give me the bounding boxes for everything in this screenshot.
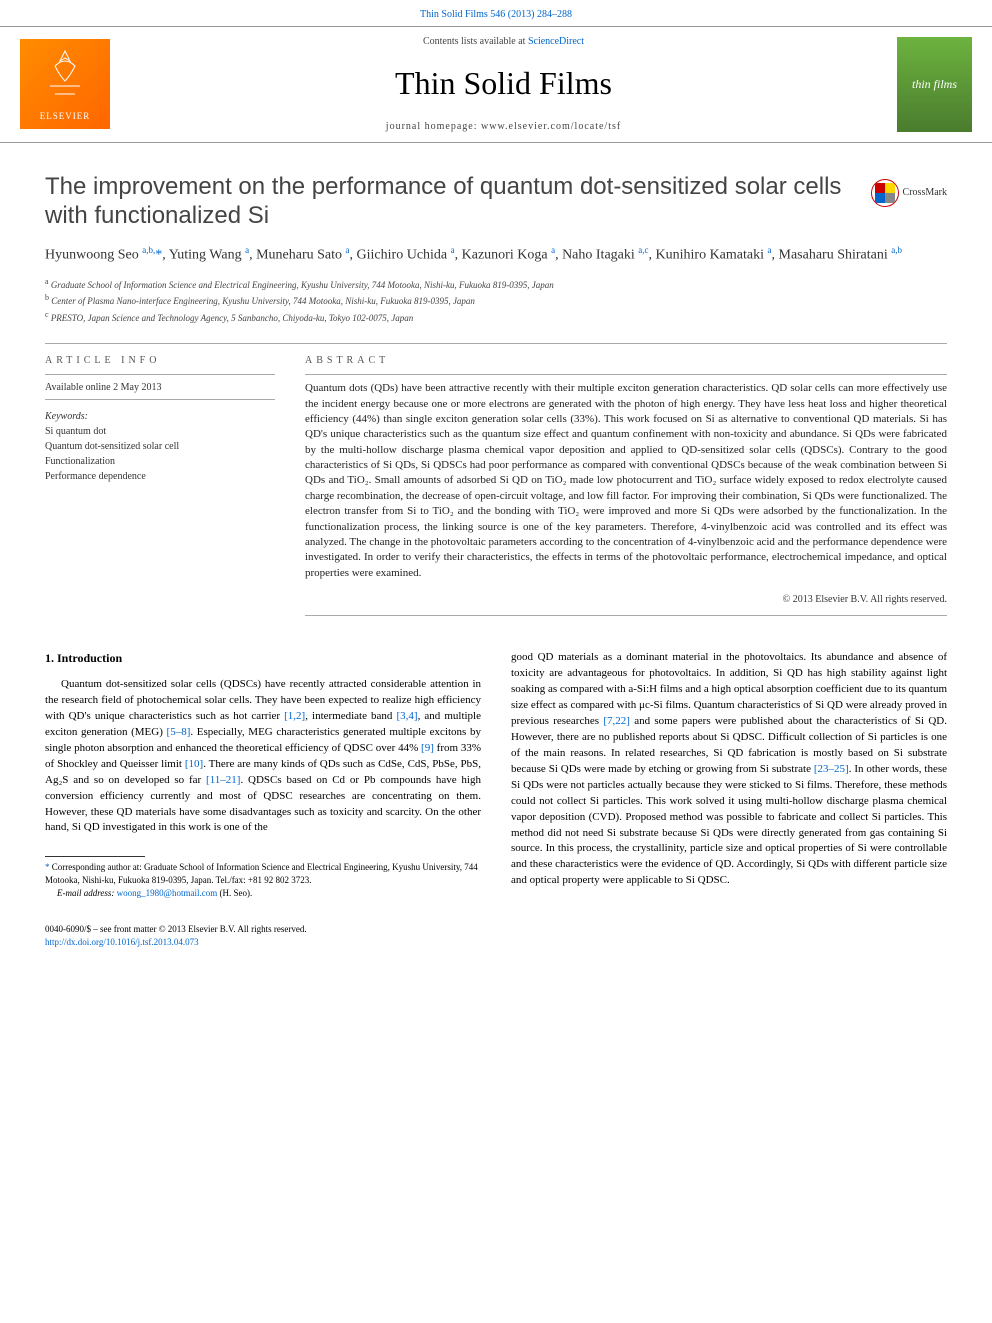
footer-left: 0040-6090/$ – see front matter © 2013 El… [45, 923, 481, 948]
affiliation-a: a Graduate School of Information Science… [45, 276, 947, 293]
article-info-column: ARTICLE INFO Available online 2 May 2013… [45, 354, 275, 622]
abstract-column: ABSTRACT Quantum dots (QDs) have been at… [305, 354, 947, 622]
article-body: The improvement on the performance of qu… [0, 143, 992, 969]
footnote-text: Corresponding author at: Graduate School… [45, 862, 478, 885]
email-footnote: E-mail address: woong_1980@hotmail.com (… [45, 887, 481, 900]
title-row: The improvement on the performance of qu… [45, 173, 947, 231]
abstract-label: ABSTRACT [305, 354, 947, 368]
crossmark-icon [871, 179, 899, 207]
email-link[interactable]: woong_1980@hotmail.com [117, 888, 218, 898]
header-center: Contents lists available at ScienceDirec… [130, 35, 877, 134]
abstract-text: Quantum dots (QDs) have been attractive … [305, 381, 947, 581]
homepage-url[interactable]: www.elsevier.com/locate/tsf [481, 121, 621, 132]
homepage-prefix: journal homepage: [386, 121, 481, 132]
email-label: E-mail address: [57, 888, 117, 898]
keyword: Functionalization [45, 454, 275, 469]
journal-name: Thin Solid Films [130, 61, 877, 106]
divider [45, 343, 947, 344]
right-column: good QD materials as a dominant material… [511, 650, 947, 899]
intro-text-left: Quantum dot-sensitized solar cells (QDSC… [45, 677, 481, 836]
intro-text-right: good QD materials as a dominant material… [511, 650, 947, 889]
corresponding-author-footnote: * Corresponding author at: Graduate Scho… [45, 861, 481, 886]
email-suffix: (H. Seo). [217, 888, 252, 898]
info-abstract-row: ARTICLE INFO Available online 2 May 2013… [45, 354, 947, 622]
affiliation-b: b Center of Plasma Nano-interface Engine… [45, 292, 947, 309]
article-info-label: ARTICLE INFO [45, 354, 275, 368]
affiliations: a Graduate School of Information Science… [45, 276, 947, 326]
cover-text: thin films [912, 76, 957, 93]
header-citation[interactable]: Thin Solid Films 546 (2013) 284–288 [0, 0, 992, 26]
journal-cover-thumb[interactable]: thin films [897, 37, 972, 132]
crossmark-badge[interactable]: CrossMark [871, 179, 947, 207]
elsevier-logo[interactable]: ELSEVIER [20, 39, 110, 129]
keyword: Performance dependence [45, 469, 275, 484]
keyword: Quantum dot-sensitized solar cell [45, 439, 275, 454]
homepage-line: journal homepage: www.elsevier.com/locat… [130, 120, 877, 134]
affiliation-c: c PRESTO, Japan Science and Technology A… [45, 309, 947, 326]
available-online: Available online 2 May 2013 [45, 381, 275, 395]
contents-prefix: Contents lists available at [423, 36, 528, 47]
doi-link[interactable]: http://dx.doi.org/10.1016/j.tsf.2013.04.… [45, 936, 481, 949]
footer: 0040-6090/$ – see front matter © 2013 El… [45, 923, 947, 948]
journal-header: ELSEVIER Contents lists available at Sci… [0, 26, 992, 143]
keyword: Si quantum dot [45, 424, 275, 439]
elsevier-logo-text: ELSEVIER [40, 110, 91, 123]
article-title: The improvement on the performance of qu… [45, 173, 855, 231]
main-content: 1. Introduction Quantum dot-sensitized s… [45, 650, 947, 899]
keywords-label: Keywords: [45, 410, 275, 424]
sciencedirect-link[interactable]: ScienceDirect [528, 36, 584, 47]
keywords-list: Si quantum dot Quantum dot-sensitized so… [45, 424, 275, 484]
contents-line: Contents lists available at ScienceDirec… [130, 35, 877, 49]
copyright: © 2013 Elsevier B.V. All rights reserved… [305, 593, 947, 607]
author-list: Hyunwoong Seo a,b,*, Yuting Wang a, Mune… [45, 244, 947, 265]
issn-line: 0040-6090/$ – see front matter © 2013 El… [45, 923, 481, 936]
footnote-divider [45, 856, 145, 857]
footer-right [511, 923, 947, 948]
crossmark-label: CrossMark [903, 186, 947, 200]
intro-heading: 1. Introduction [45, 650, 481, 667]
left-column: 1. Introduction Quantum dot-sensitized s… [45, 650, 481, 899]
